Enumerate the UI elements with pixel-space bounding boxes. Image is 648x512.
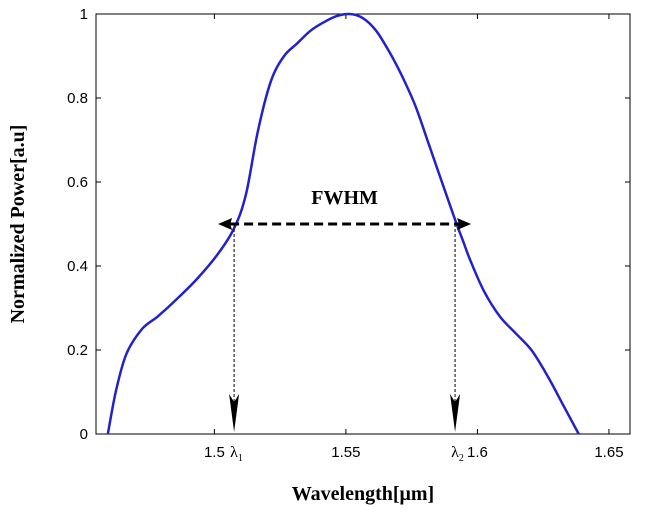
lambda1-drop-arrowhead	[229, 394, 240, 432]
y-tick-label: 0.6	[67, 174, 88, 191]
lambda2-label: λ2	[451, 444, 464, 464]
tick-labels: 0 0.2 0.4 0.6 0.8 1 1.5 1.55 1.6 1.65	[67, 6, 623, 461]
fwhm-label: FWHM	[311, 187, 378, 209]
lambda1-label: λ1	[230, 444, 243, 464]
x-tick-label: 1.65	[594, 444, 623, 461]
x-tick-label: 1.55	[331, 444, 360, 461]
x-axis-title: Wavelength[μm]	[292, 483, 434, 505]
y-tick-label: 1	[80, 6, 88, 23]
y-tick-label: 0.4	[67, 258, 88, 275]
y-axis-title: Normalized Power[a.u]	[7, 125, 29, 324]
x-tick-label: 1.5	[204, 444, 225, 461]
y-tick-label: 0	[80, 426, 88, 443]
y-tick-label: 0.8	[67, 90, 88, 107]
spectrum-line	[106, 12, 580, 435]
y-tick-label: 0.2	[67, 342, 88, 359]
fwhm-arrowhead-left	[218, 218, 233, 230]
axis-ticks	[96, 13, 630, 435]
lambda2-drop-arrowhead	[450, 394, 461, 432]
fwhm-arrowhead-right	[457, 218, 472, 230]
fwhm-annotations: FWHM λ1 λ2	[218, 187, 472, 464]
x-tick-label: 1.6	[467, 444, 488, 461]
